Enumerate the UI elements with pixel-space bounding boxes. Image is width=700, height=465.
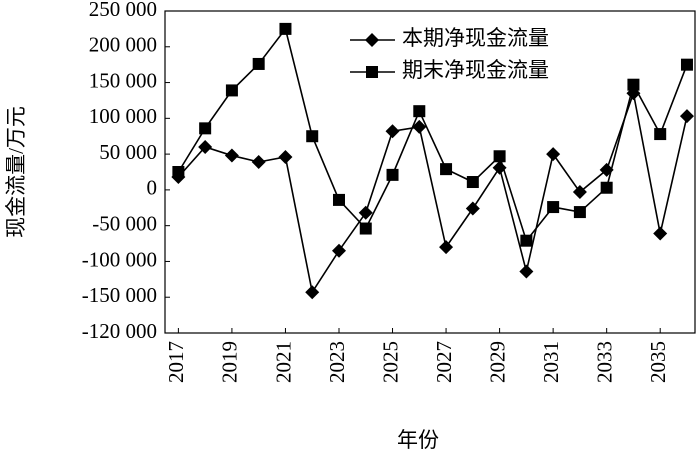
square-marker <box>654 128 667 141</box>
diamond-marker <box>465 201 480 216</box>
square-marker <box>680 58 693 71</box>
square-marker <box>466 176 479 189</box>
x-tick-label: 2027 <box>432 341 456 383</box>
diamond-marker <box>519 264 534 279</box>
square-marker <box>199 122 212 135</box>
legend-label: 期末净现金流量 <box>402 58 549 82</box>
square-marker <box>520 234 533 247</box>
diamond-marker <box>653 226 668 241</box>
diamond-marker <box>224 148 239 163</box>
y-tick-label: 100 000 <box>89 104 157 128</box>
square-marker <box>493 150 506 163</box>
y-tick-label: -150 000 <box>82 283 157 307</box>
y-tick-label: 0 <box>147 176 158 200</box>
x-tick-label: 2019 <box>218 341 242 383</box>
diamond-marker <box>546 147 561 162</box>
square-marker <box>279 22 292 35</box>
y-tick-label: 200 000 <box>89 33 157 57</box>
plot-frame <box>164 10 696 334</box>
x-tick-label: 2017 <box>164 341 188 383</box>
square-marker <box>332 193 345 206</box>
square-marker <box>225 84 238 97</box>
diamond-marker <box>385 124 400 139</box>
diamond-marker <box>365 33 379 47</box>
y-axis-label: 现金流量/万元 <box>4 106 28 238</box>
square-marker <box>359 222 372 235</box>
y-tick-label: 50 000 <box>99 140 157 164</box>
y-tick-label: -120 000 <box>82 319 157 343</box>
y-tick-label: -50 000 <box>92 211 157 235</box>
square-marker <box>600 181 613 194</box>
x-tick-label: 2029 <box>485 341 509 383</box>
square-marker <box>386 168 399 181</box>
diamond-marker <box>251 154 266 169</box>
square-marker <box>627 78 640 91</box>
x-tick-label: 2031 <box>539 341 563 383</box>
square-marker <box>547 201 560 214</box>
diamond-marker <box>331 243 346 258</box>
y-tick-label: -100 000 <box>82 247 157 271</box>
x-tick-label: 2035 <box>646 341 670 383</box>
diamond-marker <box>358 205 373 220</box>
diamond-marker <box>492 160 507 175</box>
x-tick-label: 2033 <box>592 341 616 383</box>
square-marker <box>366 66 378 78</box>
x-axis-label: 年份 <box>397 428 439 452</box>
diamond-marker <box>679 109 694 124</box>
square-marker <box>413 105 426 118</box>
x-tick-label: 2021 <box>271 341 295 383</box>
y-tick-label: 150 000 <box>89 68 157 92</box>
legend-label: 本期净现金流量 <box>402 26 549 50</box>
diamond-marker <box>412 119 427 134</box>
diamond-marker <box>572 185 587 200</box>
diamond-marker <box>198 139 213 154</box>
square-marker <box>440 163 453 176</box>
diamond-marker <box>439 240 454 255</box>
y-tick-label: 250 000 <box>89 0 157 21</box>
square-marker <box>252 57 265 70</box>
square-marker <box>573 206 586 219</box>
square-marker <box>172 166 185 178</box>
x-tick-label: 2023 <box>325 341 349 383</box>
x-tick-label: 2025 <box>378 341 402 383</box>
square-marker <box>306 130 319 143</box>
diamond-marker <box>305 285 320 300</box>
diamond-marker <box>278 149 293 164</box>
